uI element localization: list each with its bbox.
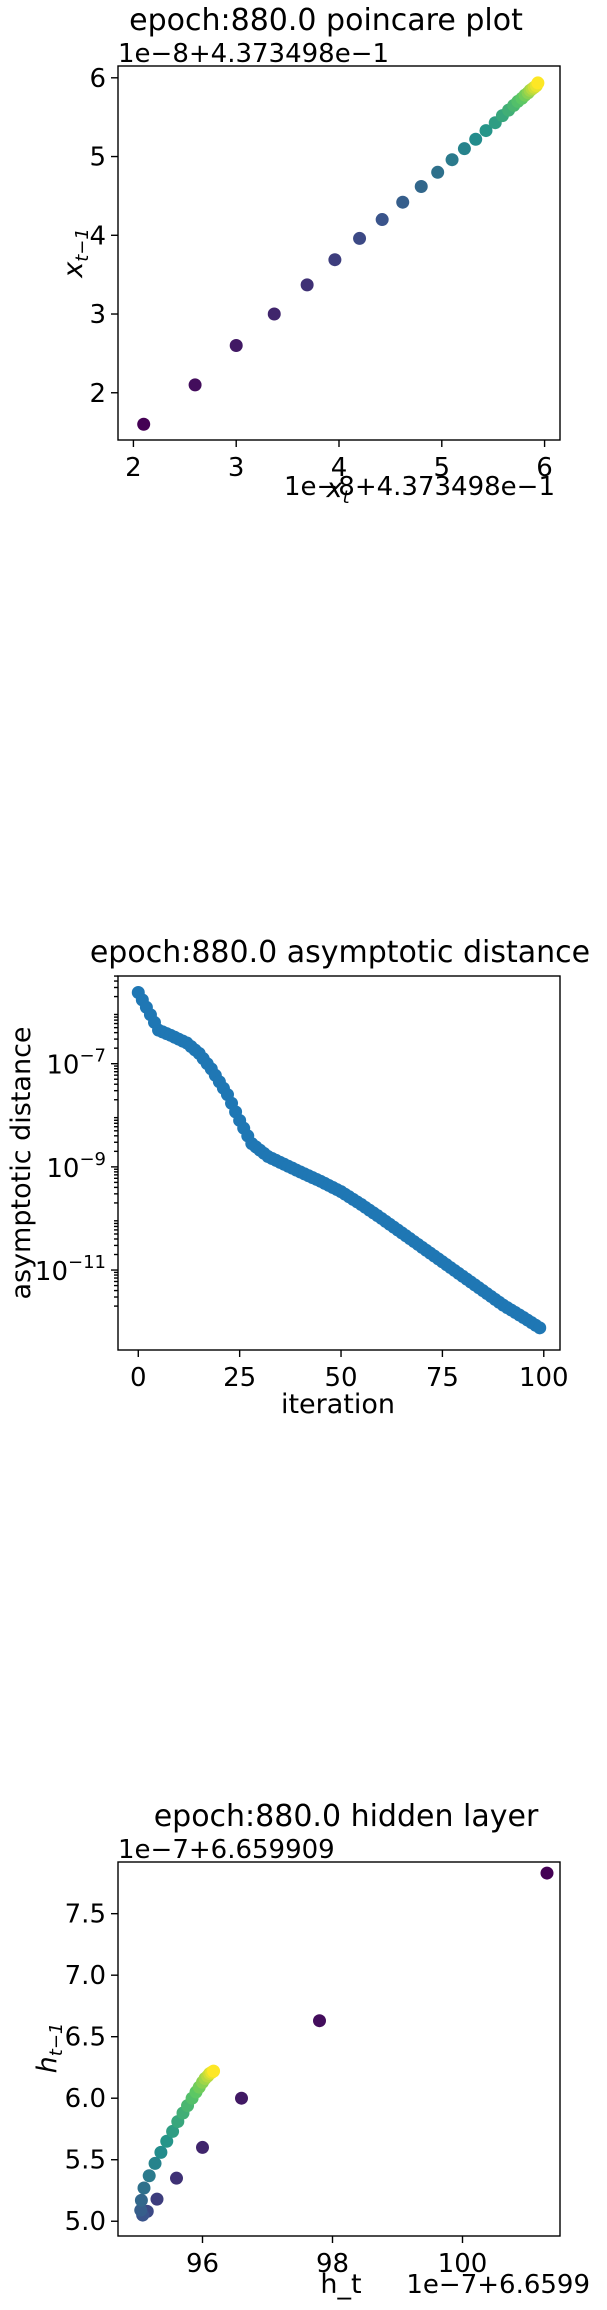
y-tick-label: 10−9	[46, 1149, 106, 1184]
chart-title: epoch:880.0 asymptotic distance	[90, 935, 590, 970]
x-tick-label: 25	[223, 1363, 256, 1393]
x-tick-label: 6	[536, 453, 553, 483]
data-point	[134, 2203, 148, 2217]
data-point	[531, 76, 545, 90]
data-point	[142, 2169, 156, 2183]
data-point	[469, 132, 483, 146]
data-point	[196, 2140, 209, 2154]
data-point	[533, 1321, 547, 1335]
x-offset-label: 1e−8+4.373498e−1	[284, 472, 555, 502]
data-point	[353, 231, 367, 245]
x-tick-label: 2	[125, 453, 142, 483]
data-point	[137, 2181, 151, 2195]
data-point	[207, 2064, 221, 2078]
data-point	[328, 253, 342, 267]
data-point	[150, 2192, 164, 2206]
data-point	[457, 142, 471, 156]
plot-frame	[117, 65, 561, 441]
data-point	[300, 278, 314, 292]
y-offset-label: 1e−8+4.373498e−1	[118, 39, 389, 69]
data-point	[313, 2014, 326, 2028]
data-point	[396, 195, 410, 209]
y-offset-label: 1e−7+6.659909	[118, 1835, 335, 1865]
data-point	[170, 2171, 183, 2185]
y-tick-label: 2	[89, 379, 106, 409]
x-tick-label: 100	[519, 1363, 569, 1393]
x-offset-label: 1e−7+6.6599	[406, 2270, 590, 2300]
y-tick-label: 5.0	[65, 2207, 106, 2237]
y-tick-label: 3	[89, 300, 106, 330]
data-point	[479, 124, 493, 138]
x-tick-label: 96	[186, 2249, 219, 2279]
y-tick-label: 6	[89, 64, 106, 94]
y-axis-label: xt−1	[58, 228, 93, 279]
x-tick-label: 98	[316, 2249, 349, 2279]
x-tick-label: 4	[331, 453, 348, 483]
y-tick-label: 6.5	[65, 2023, 106, 2053]
data-point	[188, 378, 202, 392]
data-point	[166, 2124, 180, 2138]
plot-frame	[117, 1861, 561, 2237]
y-tick-label: 5	[89, 143, 106, 173]
x-tick-label: 75	[426, 1363, 459, 1393]
data-point	[229, 339, 243, 353]
y-tick-label: 5.5	[65, 2146, 106, 2176]
data-point	[160, 2134, 174, 2148]
y-tick-label: 7.0	[65, 1961, 106, 1991]
data-point	[148, 2156, 162, 2170]
y-tick-label: 6.0	[65, 2084, 106, 2114]
poincare-plot-chart: epoch:880.0 poincare plot 1e−8+4.373498e…	[58, 3, 561, 508]
x-axis-label: h_t	[320, 2269, 361, 2300]
data-point	[445, 153, 459, 167]
data-point	[267, 307, 281, 321]
x-tick-label: 50	[324, 1363, 357, 1393]
chart-title: epoch:880.0 hidden layer	[154, 1799, 539, 1834]
asymptotic-distance-chart: epoch:880.0 asymptotic distance 0 25 50 75 1…	[6, 935, 590, 1420]
hidden-layer-chart: epoch:880.0 hidden layer 1e−7+6.659909 9…	[32, 1799, 590, 2300]
x-tick-label: 5	[434, 453, 451, 483]
x-tick-label: 0	[130, 1363, 147, 1393]
data-point	[375, 213, 389, 227]
data-point	[134, 2193, 148, 2207]
y-tick-label: 10−7	[46, 1046, 106, 1081]
y-axis-label: asymptotic distance	[6, 1026, 37, 1299]
data-point	[137, 417, 151, 431]
x-tick-label: 100	[438, 2249, 488, 2279]
y-axis-label: ht−1	[32, 2023, 67, 2074]
data-point	[540, 1866, 554, 1880]
y-tick-label: 4	[89, 221, 106, 251]
data-point	[431, 165, 445, 179]
y-tick-label: 10−11	[35, 1252, 106, 1287]
x-tick-label: 3	[228, 453, 245, 483]
data-point	[154, 2145, 168, 2159]
data-point	[235, 2091, 248, 2105]
x-axis-label: iteration	[281, 1389, 395, 1420]
y-tick-label: 7.5	[65, 1900, 106, 1930]
data-point	[414, 179, 428, 193]
plot-frame	[117, 975, 561, 1351]
chart-title: epoch:880.0 poincare plot	[129, 3, 523, 38]
